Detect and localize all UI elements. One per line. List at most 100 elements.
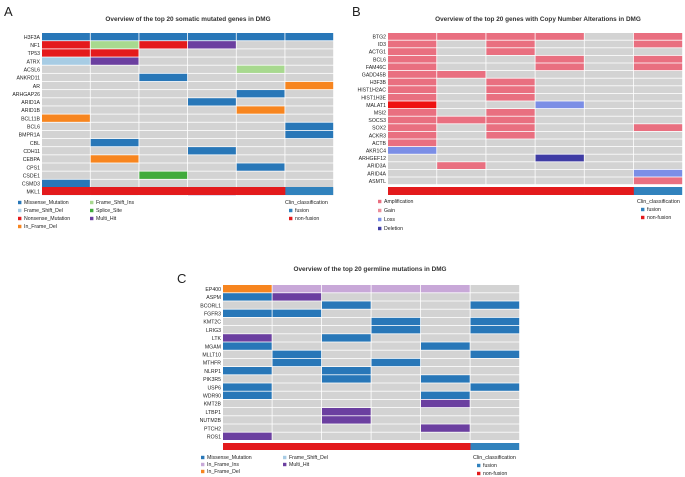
heatmap-cell	[322, 309, 371, 317]
heatmap-cell	[535, 71, 584, 78]
heatmap-cell	[486, 71, 535, 78]
heatmap-cell	[236, 114, 285, 122]
heatmap-cell	[437, 162, 486, 169]
clin-legend-swatch	[289, 208, 293, 213]
gene-label: ARID4A	[367, 171, 386, 177]
heatmap-cell	[584, 93, 634, 101]
heatmap-cell	[371, 383, 421, 391]
heatmap-cell	[371, 391, 421, 399]
heatmap-cell	[486, 177, 535, 185]
heatmap-cell	[437, 131, 486, 139]
heatmap-cell	[371, 326, 421, 334]
heatmap-cell	[421, 334, 470, 342]
gene-label: TP53	[28, 51, 41, 57]
heatmap-cell	[285, 155, 334, 163]
heatmap-cell	[371, 416, 421, 424]
heatmap-cell	[470, 416, 520, 424]
legend-swatch	[90, 200, 94, 205]
heatmap-cell	[437, 116, 486, 124]
gene-label: AKR1C4	[366, 148, 386, 154]
heatmap-cell	[535, 147, 584, 154]
heatmap-cell	[584, 131, 634, 139]
heatmap-cell	[322, 391, 371, 399]
clin-bar-cell	[388, 187, 438, 195]
legend-label: Frame_Shift_Ins	[96, 200, 134, 206]
heatmap-cell	[421, 375, 470, 383]
heatmap-cell	[486, 162, 535, 169]
heatmap-cell	[535, 131, 584, 139]
heatmap-cell	[90, 73, 139, 82]
heatmap-cell	[371, 309, 421, 317]
heatmap-cell	[388, 139, 437, 147]
heatmap-cell	[236, 147, 285, 155]
clin-bar-cell	[371, 443, 422, 450]
heatmap-cell	[42, 114, 90, 122]
panel-letter: A	[4, 4, 13, 19]
heatmap-cell	[633, 78, 683, 86]
heatmap-cell	[437, 177, 486, 185]
heatmap-cell	[437, 139, 486, 147]
heatmap-cell	[535, 78, 584, 86]
heatmap-cell	[236, 138, 285, 147]
legend-label: Nonsense_Mutation	[24, 216, 70, 222]
heatmap-cell	[272, 334, 322, 342]
gene-label: HIST1H3E	[361, 95, 386, 101]
heatmap-cell	[285, 57, 334, 65]
heatmap-cell	[139, 179, 188, 188]
heatmap-cell	[285, 81, 334, 90]
heatmap-cell	[236, 155, 285, 163]
heatmap-cell	[388, 101, 437, 109]
clin-bar-cell	[188, 187, 237, 195]
heatmap-cell	[437, 154, 486, 162]
heatmap-cell	[272, 342, 322, 350]
heatmap-cell	[285, 130, 334, 139]
heatmap-cell	[584, 147, 634, 154]
heatmap-cell	[470, 326, 520, 334]
heatmap-cell	[188, 163, 236, 171]
gene-label: NF1	[30, 43, 40, 49]
heatmap-cell	[42, 41, 90, 49]
heatmap-cell	[486, 154, 535, 162]
gene-label: GADD45B	[362, 72, 387, 78]
gene-label: ACSL6	[24, 67, 41, 73]
heatmap-cell	[322, 367, 371, 375]
gene-label: SOCS3	[368, 118, 386, 124]
heatmap-cell	[188, 138, 236, 147]
heatmap-cell	[371, 367, 421, 375]
heatmap-cell	[90, 33, 139, 41]
clin-legend-swatch	[641, 215, 645, 220]
heatmap-cell	[42, 106, 90, 114]
heatmap-cell	[535, 124, 584, 131]
heatmap-cell	[322, 424, 371, 432]
heatmap-cell	[371, 301, 421, 309]
heatmap-cell	[236, 106, 285, 114]
heatmap-cell	[322, 432, 371, 440]
heatmap-cell	[437, 55, 486, 63]
heatmap-cell	[535, 154, 584, 162]
heatmap-cell	[470, 367, 520, 375]
heatmap-cell	[90, 81, 139, 90]
heatmap-cell	[470, 375, 520, 383]
heatmap-cell	[437, 147, 486, 154]
heatmap-cell	[633, 162, 683, 169]
heatmap-cell	[470, 285, 520, 293]
gene-label: MALAT1	[366, 103, 386, 109]
gene-label: NUTM2B	[200, 418, 222, 424]
heatmap-cell	[188, 171, 236, 179]
gene-label: MKL1	[26, 190, 40, 196]
heatmap-cell	[584, 40, 634, 48]
heatmap-cell	[139, 41, 188, 49]
heatmap-cell	[633, 169, 683, 177]
gene-label: KMT2B	[204, 402, 222, 408]
gene-label: SOX2	[372, 126, 386, 132]
heatmap-cell	[486, 40, 535, 48]
heatmap-cell	[584, 55, 634, 63]
heatmap-cell	[421, 301, 470, 309]
heatmap-cell	[470, 391, 520, 399]
heatmap-cell	[272, 301, 322, 309]
heatmap-cell	[584, 71, 634, 78]
heatmap-cell	[421, 383, 470, 391]
heatmap-cell	[371, 317, 421, 326]
legend-swatch	[18, 216, 22, 221]
clin-legend-swatch	[289, 216, 293, 221]
